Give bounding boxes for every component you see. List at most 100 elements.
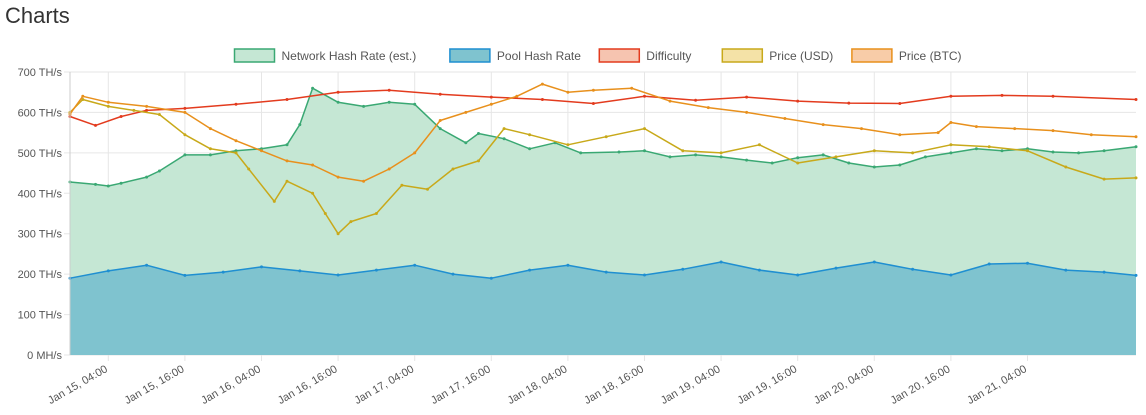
y-tick-label: 500 TH/s [18, 148, 63, 160]
point-price-btc [783, 117, 787, 120]
point-pool-hash-rate [681, 267, 685, 271]
point-price-usd [1134, 176, 1138, 180]
point-pool-hash-rate [1026, 261, 1029, 265]
legend-item-price-btc[interactable]: Price (BTC) [851, 48, 962, 63]
line-price-btc [69, 83, 1137, 182]
point-pool-hash-rate [183, 273, 187, 277]
point-price-btc [949, 121, 953, 124]
point-network-hash-rate-est [413, 102, 417, 106]
point-price-usd [834, 155, 838, 159]
point-price-usd [106, 104, 110, 108]
point-price-usd [911, 151, 915, 155]
point-price-btc [145, 104, 149, 108]
point-price-usd [426, 187, 429, 191]
point-pool-hash-rate [757, 268, 761, 272]
point-price-usd [81, 98, 85, 101]
x-tick-label: Jan 20, 04:00 [812, 363, 876, 407]
point-pool-hash-rate [719, 260, 723, 264]
point-network-hash-rate-est [847, 161, 851, 165]
x-tick-label: Jan 17, 04:00 [352, 363, 416, 407]
point-network-hash-rate-est [1077, 151, 1081, 155]
point-difficulty [540, 98, 544, 101]
point-network-hash-rate-est [336, 100, 340, 104]
y-tick-label: 100 TH/s [18, 310, 63, 322]
point-price-btc [936, 131, 940, 135]
point-price-usd [234, 151, 238, 155]
point-network-hash-rate-est [974, 147, 978, 151]
legend-item-network-hash-rate-est[interactable]: Network Hash Rate (est.) [233, 48, 417, 63]
point-difficulty [387, 88, 391, 92]
chart-legend: Network Hash Rate (est.) Pool Hash Rate Di… [233, 48, 962, 63]
point-pool-hash-rate [374, 268, 378, 272]
x-tick-label: Jan 16, 04:00 [199, 363, 263, 407]
point-price-usd [502, 127, 506, 131]
point-price-usd [336, 232, 340, 236]
point-difficulty [234, 102, 238, 106]
point-network-hash-rate-est [898, 163, 902, 167]
legend-label: Price (BTC) [899, 49, 962, 63]
point-pool-hash-rate [834, 266, 838, 270]
point-price-btc [566, 90, 570, 94]
point-price-usd [681, 149, 685, 153]
point-pool-hash-rate [260, 265, 263, 269]
point-network-hash-rate-est [145, 175, 149, 179]
point-price-btc [387, 167, 391, 171]
point-pool-hash-rate [106, 269, 110, 273]
point-price-btc [668, 99, 672, 103]
point-price-btc [438, 119, 442, 122]
point-pool-hash-rate [336, 273, 340, 277]
legend-swatch [721, 48, 764, 63]
point-network-hash-rate-est [694, 153, 698, 157]
point-price-btc [821, 123, 825, 127]
x-tick-label: Jan 19, 04:00 [659, 363, 723, 407]
point-network-hash-rate-est [106, 184, 110, 188]
point-network-hash-rate-est [438, 127, 442, 131]
point-network-hash-rate-est [298, 123, 302, 127]
point-difficulty [336, 90, 340, 94]
legend-item-difficulty[interactable]: Difficulty [598, 48, 691, 63]
legend-label: Price (USD) [769, 49, 833, 63]
point-difficulty [94, 123, 97, 127]
point-difficulty [145, 108, 149, 112]
point-difficulty [1134, 98, 1138, 101]
point-network-hash-rate-est [821, 153, 825, 157]
point-network-hash-rate-est [1000, 149, 1004, 153]
point-pool-hash-rate [528, 268, 532, 272]
point-price-usd [1064, 165, 1068, 169]
point-pool-hash-rate [1064, 268, 1068, 272]
point-pool-hash-rate [298, 269, 302, 273]
point-price-btc [898, 133, 902, 137]
point-network-hash-rate-est [617, 150, 621, 154]
legend-item-pool-hash-rate[interactable]: Pool Hash Rate [449, 48, 581, 63]
point-price-usd [719, 151, 723, 155]
x-tick-label: Jan 15, 04:00 [46, 363, 110, 407]
point-pool-hash-rate [145, 263, 149, 267]
point-price-btc [183, 110, 187, 114]
point-price-btc [336, 175, 340, 179]
point-network-hash-rate-est [1134, 145, 1138, 149]
point-network-hash-rate-est [464, 141, 468, 145]
point-price-usd [566, 143, 570, 147]
point-pool-hash-rate [1102, 270, 1106, 274]
point-price-usd [643, 127, 646, 131]
point-pool-hash-rate [451, 272, 455, 276]
point-network-hash-rate-est [923, 155, 927, 159]
point-difficulty [898, 102, 902, 105]
legend-swatch [449, 48, 491, 63]
point-network-hash-rate-est [1051, 150, 1055, 154]
point-price-btc [106, 100, 110, 104]
x-tick-label: Jan 16, 16:00 [276, 363, 340, 407]
point-difficulty [183, 106, 187, 110]
point-pool-hash-rate [911, 267, 915, 271]
point-price-usd [157, 113, 161, 116]
point-price-btc [489, 102, 493, 106]
point-network-hash-rate-est [387, 100, 391, 104]
legend-swatch [233, 48, 276, 63]
point-network-hash-rate-est [477, 132, 480, 135]
legend-item-price-usd[interactable]: Price (USD) [721, 48, 833, 63]
point-difficulty [591, 102, 595, 105]
point-network-hash-rate-est [528, 147, 532, 151]
point-price-usd [451, 167, 455, 171]
line-difficulty [69, 89, 1137, 127]
point-price-usd [183, 133, 187, 137]
